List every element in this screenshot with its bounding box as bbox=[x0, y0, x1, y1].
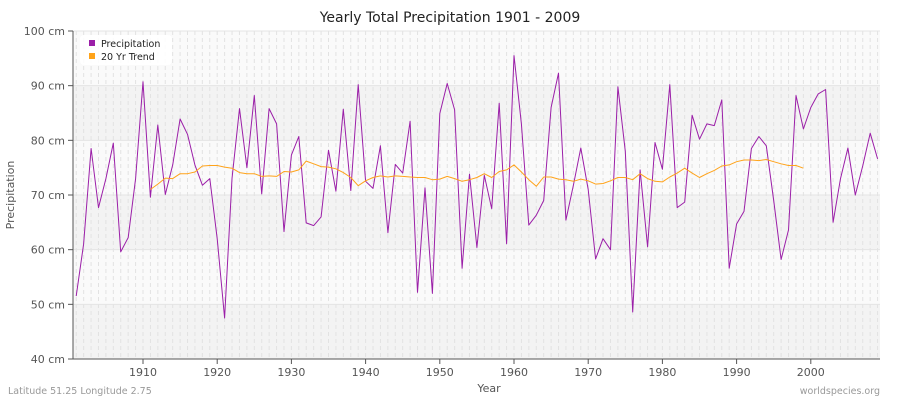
y-tick-label: 60 cm bbox=[31, 244, 65, 257]
y-tick-label: 80 cm bbox=[31, 134, 65, 147]
y-tick-label: 90 cm bbox=[31, 80, 65, 93]
precipitation-line bbox=[75, 55, 879, 319]
y-tick-label: 100 cm bbox=[24, 25, 65, 38]
y-axis-label: Precipitation bbox=[4, 161, 17, 230]
y-tick-label: 50 cm bbox=[31, 298, 65, 311]
y-tick-label: 70 cm bbox=[31, 189, 65, 202]
legend-swatch-precipitation bbox=[89, 40, 95, 46]
x-tick-label: 1930 bbox=[277, 366, 305, 379]
x-tick-label: 1920 bbox=[203, 366, 231, 379]
legend-label-trend: 20 Yr Trend bbox=[101, 52, 155, 63]
trend-line bbox=[150, 159, 804, 190]
x-tick-label: 2000 bbox=[797, 366, 825, 379]
x-tick-label: 1970 bbox=[574, 366, 602, 379]
legend-swatch-trend bbox=[89, 53, 95, 59]
x-tick-label: 1980 bbox=[648, 366, 676, 379]
x-tick-label: 1940 bbox=[352, 366, 380, 379]
x-tick-label: 1950 bbox=[426, 366, 454, 379]
location-footer: Latitude 51.25 Longitude 2.75 bbox=[8, 386, 152, 397]
y-tick-label: 40 cm bbox=[31, 353, 65, 366]
legend-label-precipitation: Precipitation bbox=[101, 39, 160, 50]
source-footer: worldspecies.org bbox=[800, 386, 880, 397]
chart-title: Yearly Total Precipitation 1901 - 2009 bbox=[319, 10, 581, 26]
x-axis-label: Year bbox=[476, 382, 501, 395]
x-tick-label: 1990 bbox=[723, 366, 751, 379]
legend: Precipitation 20 Yr Trend bbox=[80, 35, 172, 65]
x-tick-label: 1910 bbox=[129, 366, 157, 379]
x-tick-label: 1960 bbox=[500, 366, 528, 379]
